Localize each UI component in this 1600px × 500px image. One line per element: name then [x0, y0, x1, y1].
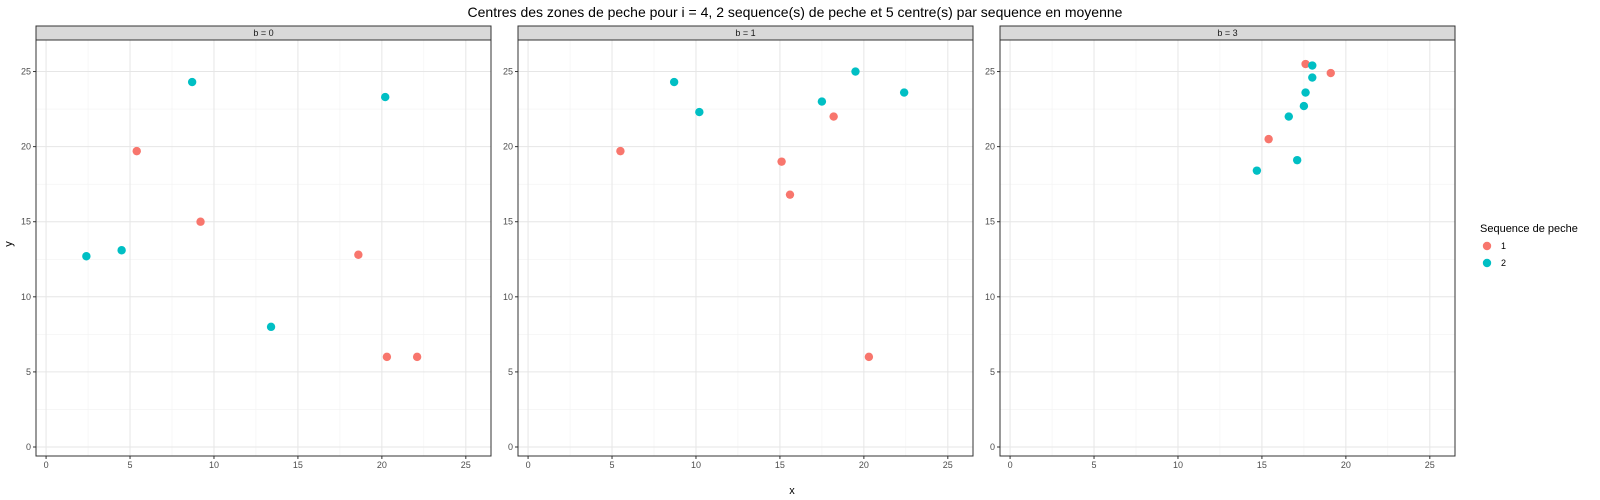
plot-background [36, 40, 491, 456]
data-point-seq-1 [616, 146, 625, 156]
y-tick-label: 15 [503, 217, 513, 227]
y-tick-label: 5 [508, 367, 513, 377]
data-point-seq-1 [382, 352, 392, 362]
y-axis-title: y [3, 241, 15, 247]
x-tick-label: 25 [943, 460, 953, 470]
data-point-seq-2 [1284, 112, 1293, 121]
data-point-seq-2 [669, 77, 679, 87]
chart-title: Centres des zones de peche pour i = 4, 2… [468, 4, 1123, 20]
x-tick-label: 5 [1092, 460, 1097, 470]
data-point-seq-2 [1308, 61, 1317, 70]
x-tick-label: 5 [610, 460, 615, 470]
legend-label-2: 2 [1501, 258, 1506, 268]
y-tick-label: 10 [21, 292, 31, 302]
y-tick-label: 15 [985, 217, 995, 227]
data-point-seq-2 [1292, 155, 1302, 165]
x-tick-label: 5 [128, 460, 133, 470]
x-tick-label: 15 [293, 460, 303, 470]
y-tick-label: 20 [21, 142, 31, 152]
x-tick-label: 20 [859, 460, 869, 470]
data-point-seq-2 [817, 97, 827, 106]
x-tick-label: 10 [691, 460, 701, 470]
facet-strip-label: b = 0 [253, 28, 273, 38]
legend-label-1: 1 [1501, 241, 1506, 251]
data-point-seq-2 [381, 92, 390, 102]
plot-background [1000, 40, 1455, 456]
y-tick-label: 0 [990, 442, 995, 452]
facet-panel-0: b = 0 0 5 10 15 20 25 0 5 10 15 20 25 [21, 25, 492, 470]
facet-panel-1: b = 1 0 5 10 15 20 25 0 5 10 15 20 25 [503, 25, 974, 470]
y-tick-label: 25 [985, 67, 995, 77]
y-tick-label: 25 [503, 67, 513, 77]
x-tick-label: 20 [377, 460, 387, 470]
y-tick-label: 25 [21, 67, 31, 77]
data-point-seq-1 [785, 190, 795, 199]
x-tick-label: 15 [1257, 460, 1267, 470]
data-point-seq-1 [1301, 59, 1310, 69]
y-tick-label: 5 [990, 367, 995, 377]
panel-border [517, 39, 974, 457]
data-point-seq-1 [412, 352, 422, 362]
x-tick-label: 25 [1425, 460, 1435, 470]
panel-border [999, 39, 1456, 457]
data-point-seq-1 [132, 146, 141, 156]
data-point-seq-2 [1299, 101, 1309, 111]
data-point-seq-1 [777, 157, 786, 166]
y-tick-label: 10 [503, 292, 513, 302]
facet-panels: b = 0 0 5 10 15 20 25 0 5 10 15 20 25 b = 1 0 5 10 15 20 25… [21, 25, 1456, 470]
data-point-seq-2 [1301, 88, 1310, 97]
data-point-seq-2 [899, 88, 909, 97]
x-tick-label: 15 [775, 460, 785, 470]
x-tick-label: 20 [1341, 460, 1351, 470]
data-point-seq-2 [117, 246, 126, 255]
data-point-seq-1 [829, 112, 838, 121]
plot-background [518, 40, 973, 456]
y-tick-label: 5 [26, 367, 31, 377]
y-tick-label: 0 [26, 442, 31, 452]
data-point-seq-2 [1308, 73, 1317, 82]
x-tick-label: 10 [209, 460, 219, 470]
y-tick-label: 15 [21, 217, 31, 227]
legend-key-2 [1482, 258, 1492, 268]
legend: Sequence de peche 12 [1480, 223, 1578, 268]
data-point-seq-2 [266, 322, 276, 332]
legend-title: Sequence de peche [1480, 223, 1578, 235]
y-tick-label: 10 [985, 292, 995, 302]
data-point-seq-2 [187, 77, 197, 87]
x-tick-label: 0 [526, 460, 531, 470]
panel-border [35, 39, 492, 457]
legend-key-1 [1482, 241, 1492, 251]
legend-items: 12 [1482, 241, 1506, 268]
facet-strip-label: b = 1 [735, 28, 755, 38]
data-point-seq-2 [82, 252, 91, 261]
data-point-seq-1 [1264, 134, 1273, 144]
y-tick-label: 0 [508, 442, 513, 452]
data-point-seq-1 [354, 250, 363, 259]
data-point-seq-2 [1252, 166, 1262, 175]
x-axis-title: x [789, 485, 795, 497]
y-tick-label: 20 [985, 142, 995, 152]
x-tick-label: 10 [1173, 460, 1183, 470]
x-tick-label: 25 [461, 460, 471, 470]
facet-strip-label: b = 3 [1217, 28, 1237, 38]
data-point-seq-2 [851, 67, 860, 76]
x-tick-label: 0 [44, 460, 49, 470]
data-point-seq-1 [196, 217, 205, 226]
x-tick-label: 0 [1008, 460, 1013, 470]
data-point-seq-1 [864, 352, 874, 362]
facet-panel-2: b = 3 0 5 10 15 20 25 0 5 10 15 20 25 [985, 25, 1456, 470]
y-tick-label: 20 [503, 142, 513, 152]
data-point-seq-2 [695, 107, 704, 117]
data-point-seq-1 [1326, 68, 1335, 78]
